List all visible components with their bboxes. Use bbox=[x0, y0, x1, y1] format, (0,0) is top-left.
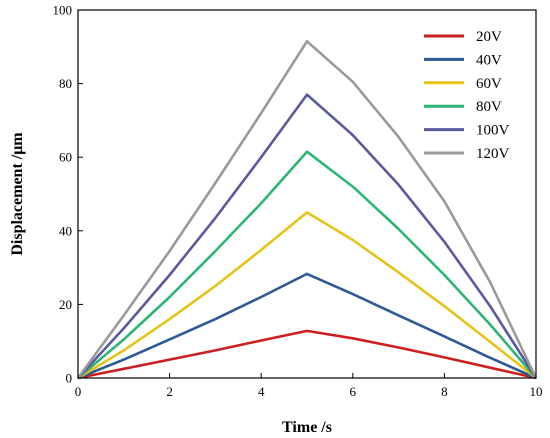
y-tick-label: 80 bbox=[59, 76, 72, 91]
y-tick-label: 100 bbox=[53, 3, 73, 18]
x-tick-label: 2 bbox=[166, 384, 173, 399]
legend-label-80V: 80V bbox=[476, 99, 502, 115]
legend-label-60V: 60V bbox=[476, 76, 502, 92]
legend: 20V 40V 60V 80V 100V 120V bbox=[424, 29, 510, 162]
series-line-100V bbox=[77, 93, 538, 379]
series-line-40V bbox=[77, 272, 537, 380]
series-line-120V bbox=[76, 39, 538, 379]
series-line-20V bbox=[77, 329, 537, 380]
legend-label-20V: 20V bbox=[476, 29, 502, 45]
legend-label-40V: 40V bbox=[476, 52, 502, 68]
legend-label-100V: 100V bbox=[476, 123, 510, 139]
x-tick-label: 6 bbox=[350, 384, 357, 399]
y-tick-label: 20 bbox=[59, 297, 72, 312]
x-axis-title: Time /s bbox=[282, 419, 332, 436]
series-layer bbox=[76, 39, 538, 380]
x-tick-label: 10 bbox=[530, 384, 543, 399]
plot-frame bbox=[77, 9, 537, 379]
y-tick-label: 40 bbox=[59, 223, 72, 238]
y-axis-title: Displacement /μm bbox=[9, 132, 26, 256]
legend-label-120V: 120V bbox=[476, 146, 510, 162]
y-tick-label: 60 bbox=[59, 150, 72, 165]
x-tick-label: 8 bbox=[441, 384, 448, 399]
y-tick-label: 0 bbox=[66, 371, 73, 386]
series-line-80V bbox=[77, 150, 537, 379]
x-tick-label: 0 bbox=[75, 384, 82, 399]
series-line-60V bbox=[77, 211, 537, 380]
x-tick-label: 4 bbox=[258, 384, 265, 399]
